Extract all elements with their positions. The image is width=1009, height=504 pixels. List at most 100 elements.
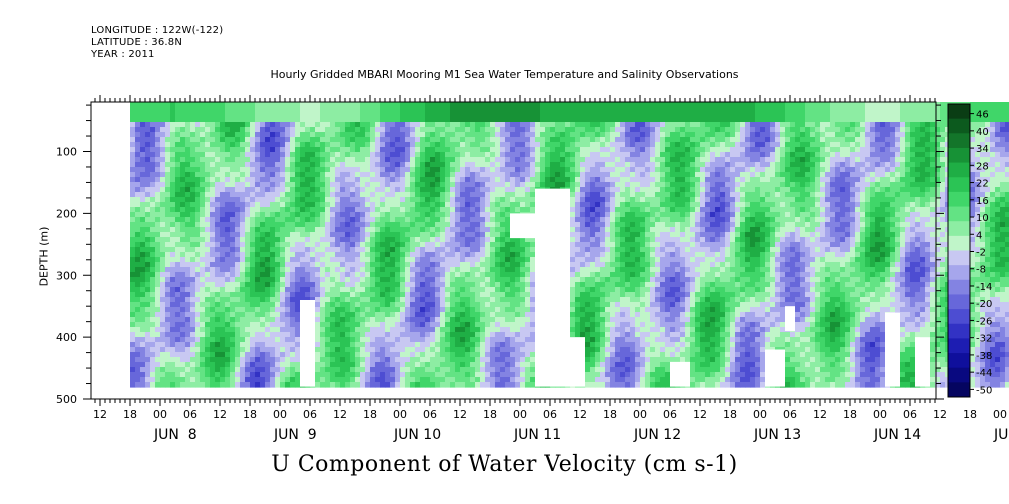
- heatmap-cell: [555, 167, 561, 173]
- heatmap-cell: [180, 117, 186, 123]
- heatmap-cell: [360, 357, 366, 363]
- heatmap-cell: [360, 212, 366, 218]
- heatmap-cell: [345, 262, 351, 268]
- heatmap-cell: [370, 242, 376, 248]
- heatmap-cell: [355, 217, 361, 223]
- heatmap-cell: [365, 117, 371, 123]
- heatmap-cell: [330, 317, 336, 323]
- heatmap-cell: [395, 202, 401, 208]
- heatmap-cell: [315, 327, 321, 333]
- heatmap-cell: [145, 147, 151, 153]
- heatmap-cell: [440, 342, 446, 348]
- heatmap-cell: [245, 182, 251, 188]
- heatmap-cell: [430, 277, 436, 283]
- heatmap-cell: [280, 182, 286, 188]
- heatmap-cell: [135, 347, 141, 353]
- heatmap-cell: [500, 142, 506, 148]
- heatmap-cell: [445, 147, 451, 153]
- heatmap-cell: [305, 142, 311, 148]
- heatmap-cell: [205, 197, 211, 203]
- heatmap-cell: [180, 187, 186, 193]
- heatmap-cell: [320, 382, 326, 388]
- heatmap-cell: [220, 202, 226, 208]
- heatmap-cell: [340, 312, 346, 318]
- heatmap-cell: [485, 142, 491, 148]
- heatmap-cell: [520, 342, 526, 348]
- heatmap-cell: [360, 347, 366, 353]
- heatmap-cell: [520, 357, 526, 363]
- heatmap-cell: [420, 237, 426, 243]
- heatmap-cell: [290, 282, 296, 288]
- heatmap-cell: [290, 122, 296, 128]
- heatmap-cell: [440, 127, 446, 133]
- heatmap-cell: [335, 122, 341, 128]
- heatmap-cell: [410, 322, 416, 328]
- heatmap-cell: [260, 237, 266, 243]
- heatmap-cell: [170, 202, 176, 208]
- heatmap-cell: [530, 132, 536, 138]
- heatmap-cell: [350, 342, 356, 348]
- heatmap-cell: [350, 132, 356, 138]
- heatmap-cell: [175, 287, 181, 293]
- heatmap-cell: [380, 277, 386, 283]
- heatmap-cell: [220, 252, 226, 258]
- heatmap-cell: [210, 172, 216, 178]
- heatmap-cell: [510, 312, 516, 318]
- heatmap-cell: [530, 322, 536, 328]
- heatmap-cell: [445, 347, 451, 353]
- heatmap-cell: [465, 122, 471, 128]
- heatmap-cell: [265, 242, 271, 248]
- heatmap-cell: [225, 162, 231, 168]
- heatmap-cell: [200, 297, 206, 303]
- heatmap-cell: [240, 242, 246, 248]
- heatmap-cell: [200, 377, 206, 383]
- heatmap-cell: [505, 322, 511, 328]
- heatmap-cell: [380, 382, 386, 388]
- heatmap-cell: [530, 102, 536, 108]
- heatmap-cell: [165, 242, 171, 248]
- heatmap-cell: [370, 307, 376, 313]
- heatmap-cell: [235, 197, 241, 203]
- heatmap-cell: [170, 262, 176, 268]
- heatmap-cell: [200, 242, 206, 248]
- heatmap-cell: [205, 372, 211, 378]
- heatmap-cell: [210, 302, 216, 308]
- heatmap-cell: [130, 362, 136, 368]
- heatmap-cell: [200, 177, 206, 183]
- heatmap-cell: [320, 182, 326, 188]
- heatmap-cell: [135, 202, 141, 208]
- heatmap-cell: [145, 167, 151, 173]
- heatmap-cell: [455, 262, 461, 268]
- heatmap-cell: [350, 122, 356, 128]
- heatmap-cell: [440, 367, 446, 373]
- heatmap-cell: [365, 342, 371, 348]
- heatmap-cell: [370, 282, 376, 288]
- heatmap-cell: [155, 367, 161, 373]
- heatmap-cell: [450, 362, 456, 368]
- heatmap-cell: [220, 382, 226, 388]
- heatmap-cell: [430, 312, 436, 318]
- heatmap-cell: [200, 357, 206, 363]
- heatmap-cell: [180, 377, 186, 383]
- heatmap-cell: [180, 207, 186, 213]
- heatmap-cell: [505, 127, 511, 133]
- heatmap-cell: [225, 312, 231, 318]
- heatmap-cell: [450, 352, 456, 358]
- heatmap-cell: [140, 217, 146, 223]
- heatmap-cell: [550, 142, 556, 148]
- heatmap-cell: [495, 147, 501, 153]
- heatmap-cell: [385, 372, 391, 378]
- heatmap-cell: [355, 247, 361, 253]
- heatmap-cell: [160, 352, 166, 358]
- heatmap-cell: [440, 372, 446, 378]
- heatmap-cell: [505, 147, 511, 153]
- heatmap-cell: [185, 307, 191, 313]
- heatmap-cell: [405, 342, 411, 348]
- heatmap-cell: [520, 157, 526, 163]
- heatmap-cell: [355, 127, 361, 133]
- year-label: YEAR : 2011: [91, 49, 155, 60]
- heatmap-cell: [200, 157, 206, 163]
- heatmap-cell: [455, 217, 461, 223]
- heatmap-cell: [480, 367, 486, 373]
- heatmap-cell: [240, 362, 246, 368]
